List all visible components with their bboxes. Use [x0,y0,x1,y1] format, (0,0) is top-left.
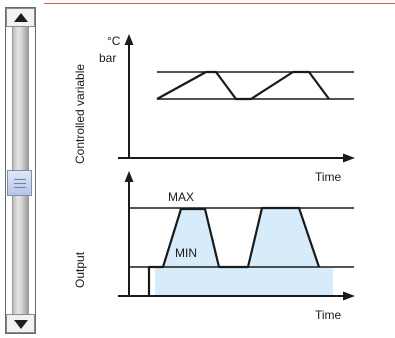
grip-line-icon [14,179,26,180]
controlled-variable-label: Controlled variable [73,64,87,164]
top-accent-line [44,3,395,4]
unit-celsius-label: °C [107,34,121,48]
scrollbar-track[interactable] [6,27,35,314]
output-area [155,208,333,296]
output-chart: Output MAX MIN Time [73,171,355,322]
lower-y-axis-arrow [124,171,134,182]
upper-x-axis-arrow [343,153,355,163]
grip-line-icon [14,183,26,184]
output-label: Output [73,251,87,288]
triangle-down-icon [14,320,28,329]
output-curve [147,206,321,296]
controlled-variable-curve [156,70,330,101]
lower-time-label: Time [315,308,342,322]
upper-time-label: Time [315,170,342,184]
controlled-variable-chart: Controlled variable °C bar Time [73,34,355,184]
scrollbar-thumb[interactable] [7,170,32,196]
grip-line-icon [14,187,26,188]
triangle-up-icon [14,13,28,22]
lower-x-axis-arrow [343,291,355,301]
unit-bar-label: bar [99,51,116,65]
upper-y-axis-arrow [124,34,134,45]
scroll-down-button[interactable] [6,314,35,333]
min-label: MIN [175,246,197,260]
max-label: MAX [168,190,194,204]
scroll-up-button[interactable] [6,8,35,27]
vertical-scrollbar[interactable] [5,7,36,334]
